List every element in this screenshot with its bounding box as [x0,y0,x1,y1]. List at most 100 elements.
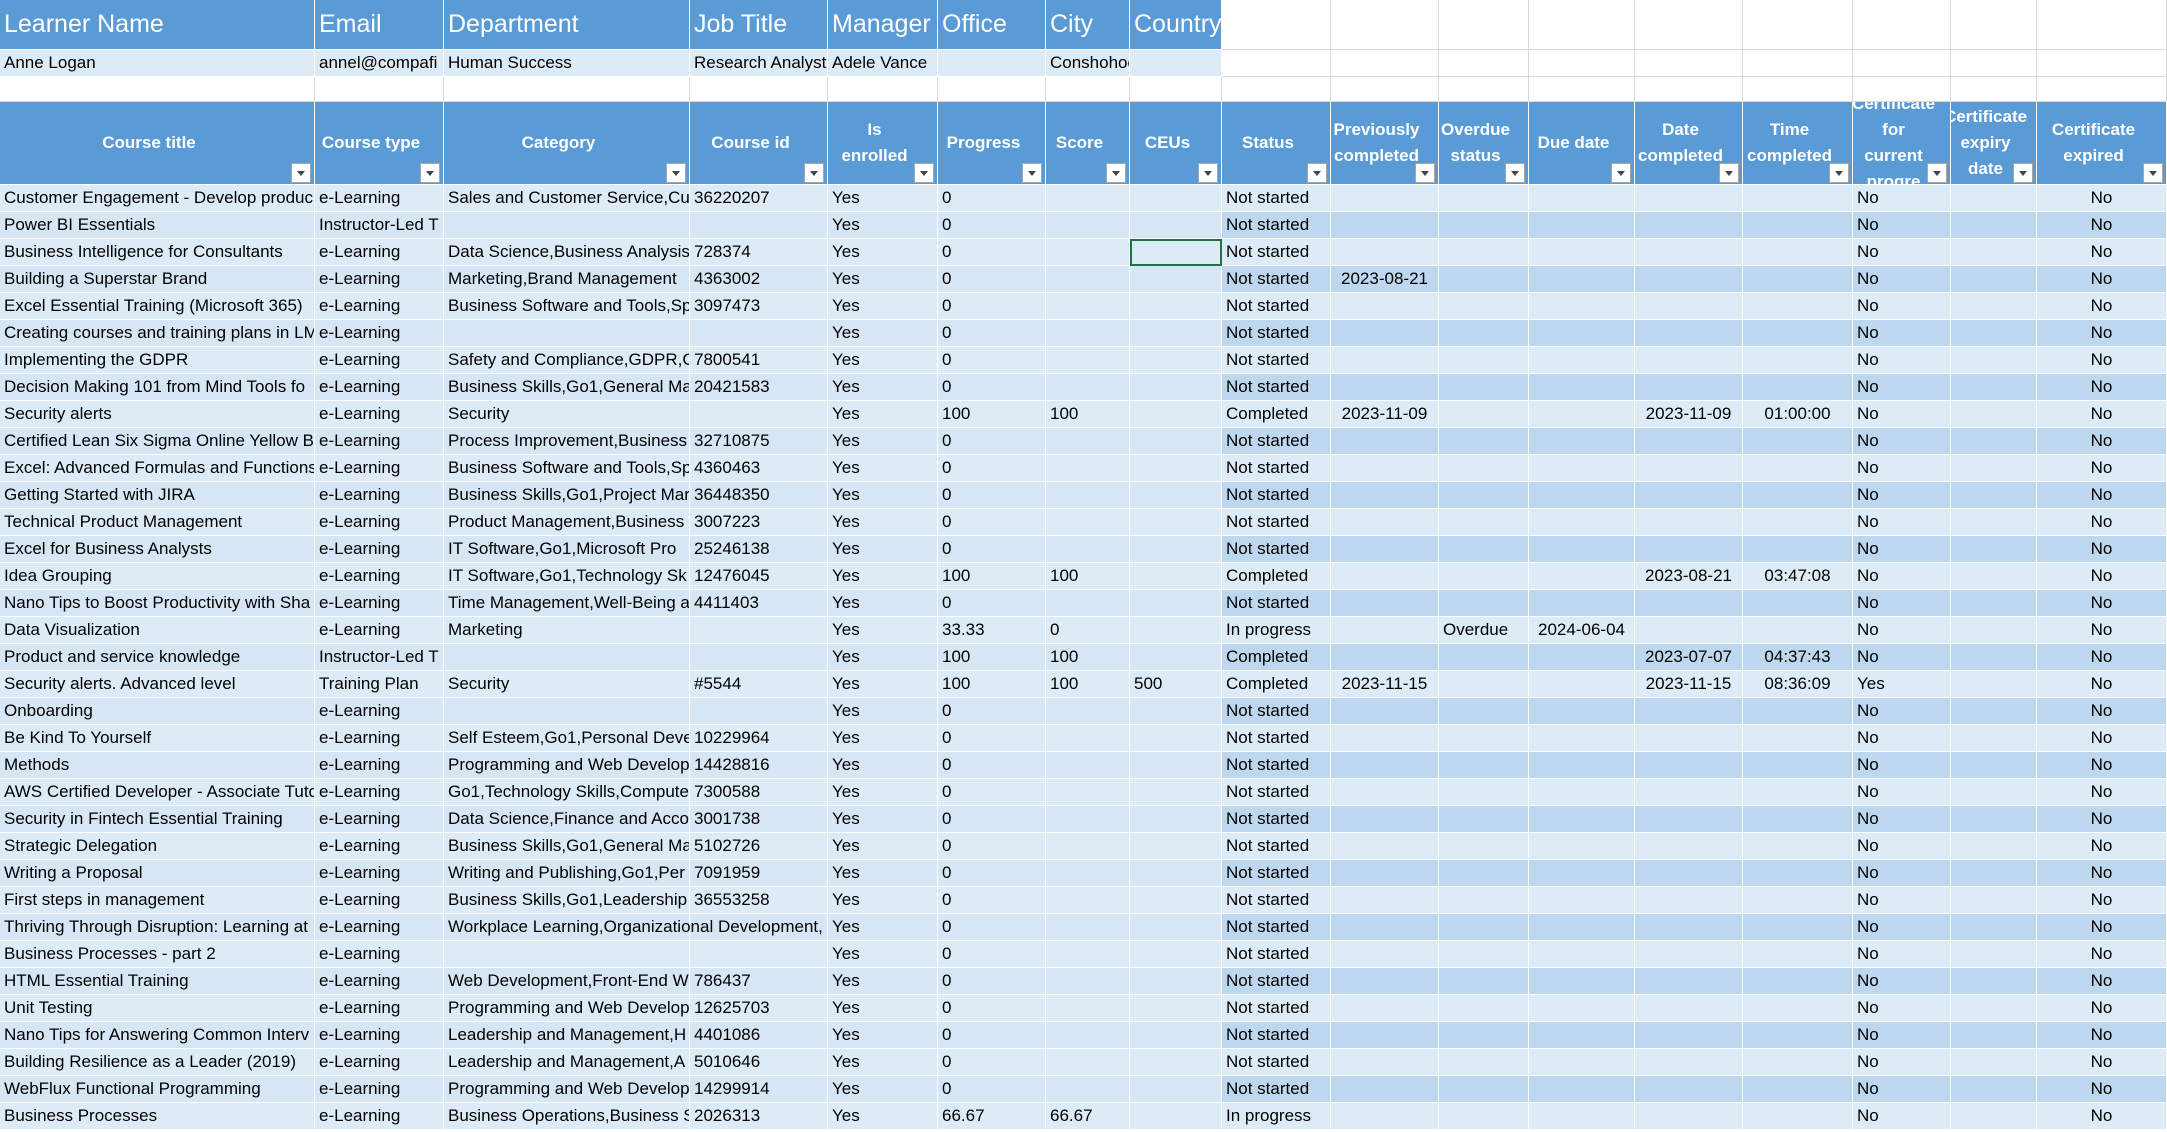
filter-button[interactable] [2013,163,2033,183]
empty-cell [2037,50,2167,77]
table-cell: Yes [828,1022,938,1049]
table-cell [690,644,828,671]
filter-button[interactable] [1505,163,1525,183]
table-cell: 0 [938,941,1046,968]
table-cell: 10229964 [690,725,828,752]
filter-button[interactable] [1611,163,1631,183]
table-cell: Strategic Delegation [0,833,315,860]
table-cell: No [2037,401,2167,428]
table-cell: No [2037,1049,2167,1076]
table-cell: Not started [1222,1076,1331,1103]
table-cell [1130,347,1222,374]
table-cell: Time Management,Well-Being a [444,590,690,617]
table-cell [1130,806,1222,833]
table-cell: 2023-08-21 [1331,266,1439,293]
table-cell: Not started [1222,428,1331,455]
table-cell [1951,752,2037,779]
empty-cell [1853,50,1951,77]
learner-header: Manager [828,0,938,50]
table-cell: Not started [1222,239,1331,266]
table-cell [1439,941,1529,968]
empty-cell [1529,77,1635,102]
table-cell: Product and service knowledge [0,644,315,671]
table-cell: 0 [938,752,1046,779]
learner-header: Country [1130,0,1222,50]
table-cell: 4401086 [690,1022,828,1049]
table-cell: Safety and Compliance,GDPR,G [444,347,690,374]
table-cell: Instructor-Led T [315,212,444,239]
table-cell [1331,455,1439,482]
table-cell [690,212,828,239]
learner-cell: Human Success [444,50,690,77]
learner-header: City [1046,0,1130,50]
empty-cell [1439,50,1529,77]
table-cell: Security alerts [0,401,315,428]
table-cell: 2024-06-04 [1529,617,1635,644]
filter-button[interactable] [666,163,686,183]
table-cell [1130,590,1222,617]
empty-cell [1222,77,1331,102]
table-cell [1529,347,1635,374]
filter-button[interactable] [291,163,311,183]
table-cell [1743,860,1853,887]
table-cell: 0 [938,347,1046,374]
filter-button[interactable] [1307,163,1327,183]
table-cell [1046,455,1130,482]
table-cell: No [1853,941,1951,968]
table-cell: 0 [938,1049,1046,1076]
column-header: Category [444,102,690,185]
table-cell [1529,563,1635,590]
table-cell: Not started [1222,1022,1331,1049]
table-cell: Web Development,Front-End W [444,968,690,995]
table-cell [1046,266,1130,293]
filter-button[interactable] [1719,163,1739,183]
table-cell: No [2037,698,2167,725]
filter-button[interactable] [420,163,440,183]
filter-button[interactable] [1927,163,1947,183]
table-cell [1529,428,1635,455]
table-cell [1046,914,1130,941]
filter-button[interactable] [804,163,824,183]
filter-button[interactable] [1022,163,1042,183]
table-cell [1331,1076,1439,1103]
table-cell: Building a Superstar Brand [0,266,315,293]
table-cell: No [1853,374,1951,401]
table-cell [1951,320,2037,347]
table-cell: Not started [1222,698,1331,725]
table-cell [1635,914,1743,941]
table-cell [1439,1076,1529,1103]
table-cell: 100 [938,671,1046,698]
filter-button[interactable] [1106,163,1126,183]
table-cell: No [1853,293,1951,320]
filter-button[interactable] [1415,163,1435,183]
table-cell [1951,941,2037,968]
selected-cell[interactable] [1130,239,1222,266]
table-cell [1743,428,1853,455]
filter-button[interactable] [1198,163,1218,183]
filter-button[interactable] [2143,163,2163,183]
filter-button[interactable] [914,163,934,183]
table-cell [1951,509,2037,536]
table-cell: e-Learning [315,563,444,590]
table-cell: No [2037,968,2167,995]
table-cell [1130,536,1222,563]
table-cell: 20421583 [690,374,828,401]
table-cell: IT Software,Go1,Microsoft Pro [444,536,690,563]
filter-button[interactable] [1829,163,1849,183]
table-cell [1439,509,1529,536]
table-cell: Onboarding [0,698,315,725]
table-cell: 2023-11-15 [1635,671,1743,698]
table-cell: Yes [828,482,938,509]
table-cell [1951,185,2037,212]
table-cell [1439,266,1529,293]
table-cell: 0 [938,509,1046,536]
empty-cell [0,77,315,102]
table-cell: No [2037,1103,2167,1130]
table-cell: Instructor-Led T [315,644,444,671]
table-cell: Security in Fintech Essential Training [0,806,315,833]
table-cell [1743,509,1853,536]
table-cell: 66.67 [938,1103,1046,1130]
table-cell [1046,833,1130,860]
table-cell: No [2037,185,2167,212]
table-cell [1635,995,1743,1022]
